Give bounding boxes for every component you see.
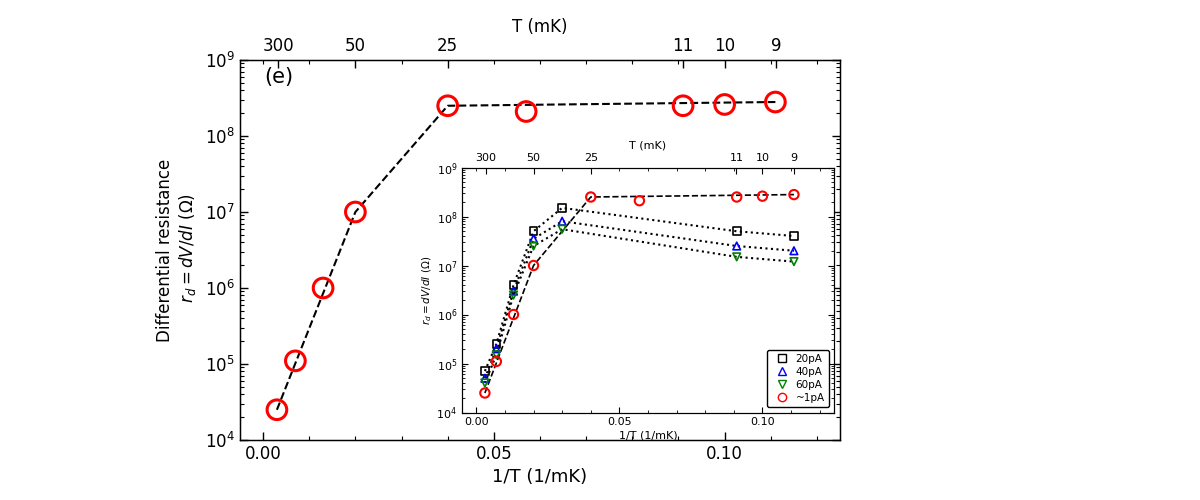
Point bbox=[313, 284, 332, 292]
Legend: 20pA, 40pA, 60pA, ~1pA: 20pA, 40pA, 60pA, ~1pA bbox=[767, 350, 829, 408]
Point bbox=[552, 217, 571, 225]
Point bbox=[346, 208, 365, 216]
X-axis label: 1/T (1/mK): 1/T (1/mK) bbox=[492, 468, 588, 486]
Point bbox=[504, 310, 523, 318]
X-axis label: T (mK): T (mK) bbox=[630, 140, 666, 150]
Point bbox=[785, 232, 804, 240]
Point bbox=[504, 281, 523, 289]
Point bbox=[727, 228, 746, 235]
Point bbox=[504, 287, 523, 295]
Point bbox=[785, 258, 804, 266]
Point bbox=[673, 102, 692, 110]
Point bbox=[475, 374, 494, 382]
Point bbox=[516, 108, 535, 116]
Point bbox=[524, 235, 544, 243]
Point bbox=[268, 406, 287, 414]
Point bbox=[475, 389, 494, 397]
X-axis label: T (mK): T (mK) bbox=[512, 18, 568, 36]
Point bbox=[552, 225, 571, 233]
Point bbox=[766, 98, 785, 106]
Y-axis label: Differential resistance
 $r_d = dV/dI\ (\Omega)$: Differential resistance $r_d = dV/dI\ (\… bbox=[156, 158, 198, 342]
Text: (e): (e) bbox=[264, 67, 293, 87]
Point bbox=[286, 357, 305, 365]
Point bbox=[727, 193, 746, 201]
Point bbox=[487, 358, 506, 366]
Point bbox=[715, 100, 734, 108]
Point bbox=[487, 340, 506, 348]
Point bbox=[727, 242, 746, 250]
Point bbox=[727, 253, 746, 261]
Point bbox=[524, 262, 544, 270]
X-axis label: 1/T (1/mK): 1/T (1/mK) bbox=[619, 430, 677, 440]
Point bbox=[552, 204, 571, 212]
Point bbox=[785, 190, 804, 198]
Y-axis label: $r_d = dV/dI\ (\Omega)$: $r_d = dV/dI\ (\Omega)$ bbox=[420, 256, 433, 324]
Point bbox=[487, 351, 506, 359]
Point bbox=[475, 367, 494, 375]
Point bbox=[524, 242, 544, 250]
Point bbox=[438, 102, 457, 110]
Point bbox=[475, 379, 494, 387]
Point bbox=[630, 196, 649, 204]
Point bbox=[487, 344, 506, 352]
Point bbox=[581, 193, 600, 201]
Point bbox=[524, 228, 544, 235]
Point bbox=[785, 246, 804, 254]
Point bbox=[504, 291, 523, 299]
Point bbox=[752, 192, 772, 200]
